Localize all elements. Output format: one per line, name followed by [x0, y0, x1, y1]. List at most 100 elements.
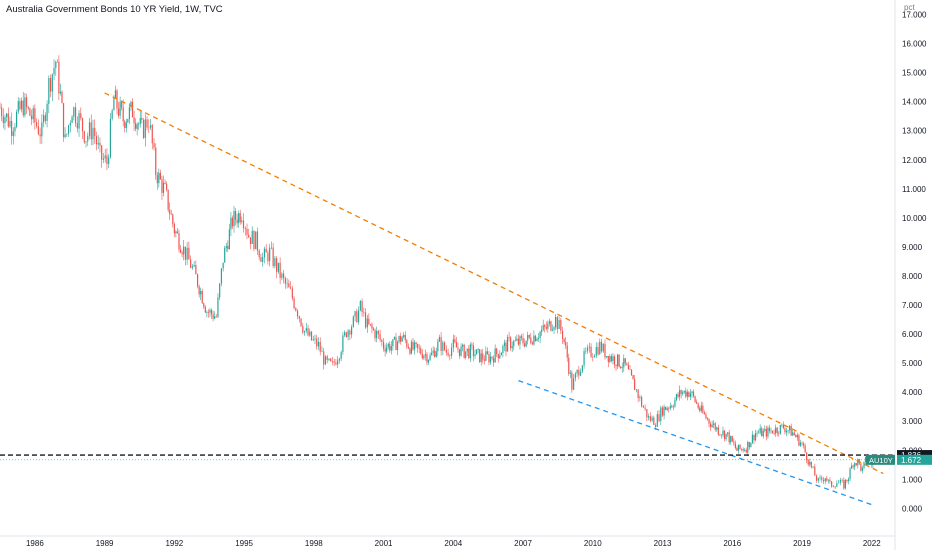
candle [494, 348, 496, 363]
candle [340, 352, 342, 359]
candle [497, 353, 499, 359]
candle [443, 342, 446, 350]
y-tick-label: 8.000 [902, 272, 923, 281]
candle [415, 342, 417, 344]
candle [450, 347, 453, 356]
candle [307, 328, 309, 336]
candle [475, 349, 478, 355]
candle [630, 369, 633, 376]
candle [267, 252, 269, 262]
candle [36, 122, 38, 127]
candle [537, 337, 540, 339]
candle [717, 427, 719, 435]
candle [201, 290, 203, 304]
candle [295, 308, 297, 311]
candle [359, 301, 361, 311]
candle [413, 342, 416, 350]
candle [513, 340, 515, 347]
candle [449, 355, 451, 356]
candle [375, 330, 378, 339]
trendline-support [518, 379, 875, 507]
candle [691, 391, 693, 394]
candle [434, 350, 436, 357]
candle [500, 353, 502, 356]
candle [706, 418, 709, 419]
candle [514, 340, 516, 342]
candle [429, 355, 431, 360]
candle [206, 312, 208, 313]
candle [133, 117, 135, 124]
candle [468, 348, 470, 359]
candle [716, 427, 718, 430]
candle [804, 445, 806, 453]
candle [785, 430, 788, 433]
candle [196, 274, 199, 287]
candle [328, 358, 330, 360]
candle [610, 356, 612, 361]
candle [699, 408, 701, 411]
candle [553, 327, 555, 330]
candle [860, 463, 862, 471]
y-tick-label: 12.000 [902, 156, 927, 165]
candle [418, 348, 420, 349]
candle [817, 478, 819, 481]
candle [770, 430, 772, 432]
candle [435, 351, 437, 357]
last-price-value: 1.672 [901, 456, 922, 465]
candle [417, 343, 419, 349]
candle [423, 355, 425, 359]
candle [736, 447, 738, 451]
candle [560, 320, 562, 331]
candle [20, 100, 23, 110]
candle [210, 309, 213, 315]
candle [277, 262, 279, 272]
candle [734, 443, 736, 448]
candle [220, 268, 223, 284]
candle [836, 483, 838, 487]
candle [248, 234, 250, 238]
x-tick-label: 1995 [235, 539, 253, 548]
candle [135, 123, 137, 129]
candle [102, 158, 105, 160]
candle [802, 443, 805, 446]
y-tick-label: 7.000 [902, 301, 923, 310]
candle [574, 373, 576, 379]
candle [635, 389, 637, 391]
candle [406, 340, 408, 347]
candle [300, 318, 302, 327]
candle [109, 118, 112, 158]
candle [793, 432, 795, 435]
candle [739, 444, 741, 449]
candle [558, 320, 560, 330]
candle [502, 345, 504, 354]
candle [351, 326, 353, 335]
candle [658, 414, 660, 422]
candle [790, 426, 792, 436]
candle [740, 448, 743, 450]
candle [239, 213, 241, 222]
candle [438, 337, 440, 342]
candle [437, 341, 439, 352]
candle [759, 428, 761, 433]
candle [412, 341, 414, 350]
candle [485, 351, 487, 361]
x-tick-label: 2001 [375, 539, 393, 548]
candle [637, 389, 639, 399]
candle [483, 359, 485, 361]
candle [34, 108, 36, 123]
y-tick-label: 14.000 [902, 98, 927, 107]
candle [539, 331, 541, 338]
candle [554, 316, 557, 328]
candle [29, 108, 31, 116]
candle [121, 102, 123, 108]
candle [846, 479, 848, 482]
candle [454, 339, 456, 343]
candle [795, 434, 797, 438]
candle [578, 369, 580, 376]
candle [762, 430, 764, 437]
candle [172, 214, 174, 224]
candle [525, 340, 527, 347]
candle [522, 337, 524, 344]
candle [30, 115, 33, 120]
